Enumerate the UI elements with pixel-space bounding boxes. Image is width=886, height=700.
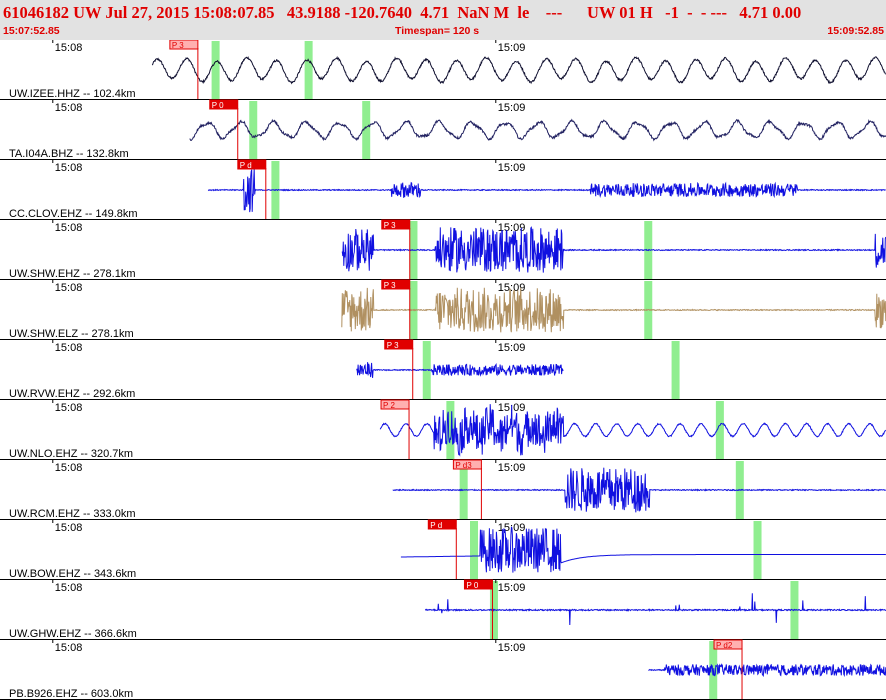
phase-pick-label: P 3 (384, 221, 396, 230)
phase-window-band (362, 101, 371, 159)
time-tick-label: 15:08 (55, 282, 83, 294)
waveform-trace (392, 467, 886, 513)
trace-row[interactable]: 15:08 15:09P 2UW.NLO.EHZ -- 320.7km (0, 399, 886, 460)
time-tick-label: 15:09 (498, 42, 526, 54)
station-label: UW.SHW.ELZ -- 278.1km (9, 328, 134, 340)
time-tick-label: 15:09 (498, 642, 526, 654)
time-tick-label: 15:09 (498, 102, 526, 114)
station-label: TA.I04A.BHZ -- 132.8km (9, 148, 129, 160)
phase-window-band (671, 341, 680, 399)
time-tick-label: 15:08 (55, 402, 83, 414)
waveform-trace (400, 526, 886, 573)
seismogram-panel[interactable]: 15:08 15:09 P 3 UW.IZEE.HHZ -- 102.4km 15:08… (0, 40, 886, 700)
time-tick-label: 15:09 (498, 282, 526, 294)
station-label: UW.SHW.EHZ -- 278.1km (9, 268, 136, 280)
waveform-trace (341, 226, 886, 273)
event-title: 61046182 UW Jul 27, 2015 15:08:07.85 43.… (3, 3, 802, 22)
phase-pick-label: P 0 (212, 101, 224, 110)
time-tick-label: 15:09 (498, 222, 526, 234)
waveform-trace (648, 663, 886, 678)
window-start-time: 15:07:52.85 (3, 25, 60, 37)
phase-pick-label: P d (430, 521, 442, 530)
time-tick-label: 15:09 (498, 162, 526, 174)
station-label: CC.CLOV.EHZ -- 149.8km (9, 208, 138, 220)
waveform-trace (189, 118, 886, 142)
phase-pick-flag[interactable] (463, 579, 493, 590)
phase-pick-label: P 3 (172, 41, 184, 50)
waveform-trace (424, 593, 886, 626)
time-tick-label: 15:08 (55, 42, 83, 54)
trace-row[interactable]: 15:08 15:09 P 3 UW.IZEE.HHZ -- 102.4km (0, 40, 886, 100)
phase-pick-flag[interactable] (384, 339, 414, 350)
trace-row[interactable]: 15:08 15:09 P 3 UW.SHW.ELZ -- 278.1km (0, 279, 886, 340)
station-label: UW.GHW.EHZ -- 366.6km (9, 628, 137, 640)
phase-pick-label: P 2 (383, 401, 395, 410)
phase-window-band (249, 101, 258, 159)
time-tick-label: 15:08 (55, 582, 83, 594)
station-label: PB.B926.EHZ -- 603.0km (9, 688, 133, 700)
phase-window-band (211, 41, 220, 99)
station-label: UW.BOW.EHZ -- 343.6km (9, 568, 136, 580)
time-tick-label: 15:09 (498, 342, 526, 354)
phase-window-band (470, 521, 479, 579)
phase-pick-flag[interactable] (209, 99, 239, 110)
time-tick-label: 15:08 (55, 342, 83, 354)
phase-pick-flag[interactable] (237, 159, 267, 170)
phase-pick-label: P d2 (716, 641, 733, 650)
phase-pick-flag[interactable] (713, 639, 743, 650)
trace-row[interactable]: 15:08 15:09 P 3 UW.RVW.EHZ -- 292.6km (0, 339, 886, 400)
station-label: UW.RCM.EHZ -- 333.0km (9, 508, 136, 520)
trace-row[interactable]: 15:08 15:09P dUW.BOW.EHZ -- 343.6km (0, 519, 886, 580)
event-header: 61046182 UW Jul 27, 2015 15:08:07.85 43.… (0, 0, 886, 40)
waveform-trace (151, 55, 886, 85)
time-tick-label: 15:08 (55, 102, 83, 114)
trace-row[interactable]: 15:08 15:09 P d CC.CLOV.EHZ -- 149.8km (0, 159, 886, 220)
time-tick-label: 15:08 (55, 462, 83, 474)
phase-window-band (715, 401, 724, 459)
station-label: UW.RVW.EHZ -- 292.6km (9, 388, 135, 400)
time-tick-label: 15:08 (55, 642, 83, 654)
phase-window-band (753, 521, 762, 579)
time-tick-label: 15:09 (498, 462, 526, 474)
trace-row[interactable]: 15:08 15:09 P 0 TA.I04A.BHZ -- 132.8km (0, 99, 886, 160)
phase-pick-flag[interactable] (427, 519, 457, 530)
time-tick-label: 15:08 (55, 522, 83, 534)
trace-row[interactable]: 15:08 15:09 P d3 UW.RCM.EHZ -- 333.0km (0, 459, 886, 520)
window-end-time: 15:09:52.85 (827, 25, 884, 37)
station-label: UW.NLO.EHZ -- 320.7km (9, 448, 133, 460)
station-label: UW.IZEE.HHZ -- 102.4km (9, 88, 136, 100)
phase-pick-flag[interactable] (452, 459, 482, 470)
phase-pick-flag[interactable] (381, 279, 411, 290)
phase-pick-label: P d3 (455, 461, 472, 470)
seismogram-chart[interactable]: 15:08 15:09P 3UW.IZEE.HHZ -- 102.4km15:08… (0, 40, 886, 700)
phase-pick-label: P 0 (466, 581, 478, 590)
waveform-trace (356, 362, 564, 378)
phase-pick-flag[interactable] (381, 219, 411, 230)
phase-pick-label: P d (240, 161, 252, 170)
phase-pick-flag[interactable] (380, 399, 410, 410)
trace-row[interactable]: 15:08 15:09 P d2 PB.B926.EHZ -- 603.0km (0, 639, 886, 700)
phase-window-band (446, 401, 455, 459)
phase-window-band (304, 41, 313, 99)
trace-row[interactable]: 15:08 15:09 P 0 UW.GHW.EHZ -- 366.6km (0, 579, 886, 640)
waveform-trace (379, 404, 886, 457)
trace-row[interactable]: 15:08 15:09 P 3 UW.SHW.EHZ -- 278.1km (0, 219, 886, 280)
phase-pick-flag[interactable] (169, 40, 199, 50)
timespan-label: Timespan= 120 s (395, 25, 480, 37)
time-tick-label: 15:08 (55, 162, 83, 174)
time-tick-label: 15:09 (498, 582, 526, 594)
phase-pick-label: P 3 (387, 341, 399, 350)
phase-pick-label: P 3 (384, 281, 396, 290)
time-tick-label: 15:08 (55, 222, 83, 234)
waveform-trace (341, 287, 886, 333)
waveform-trace (207, 168, 886, 213)
